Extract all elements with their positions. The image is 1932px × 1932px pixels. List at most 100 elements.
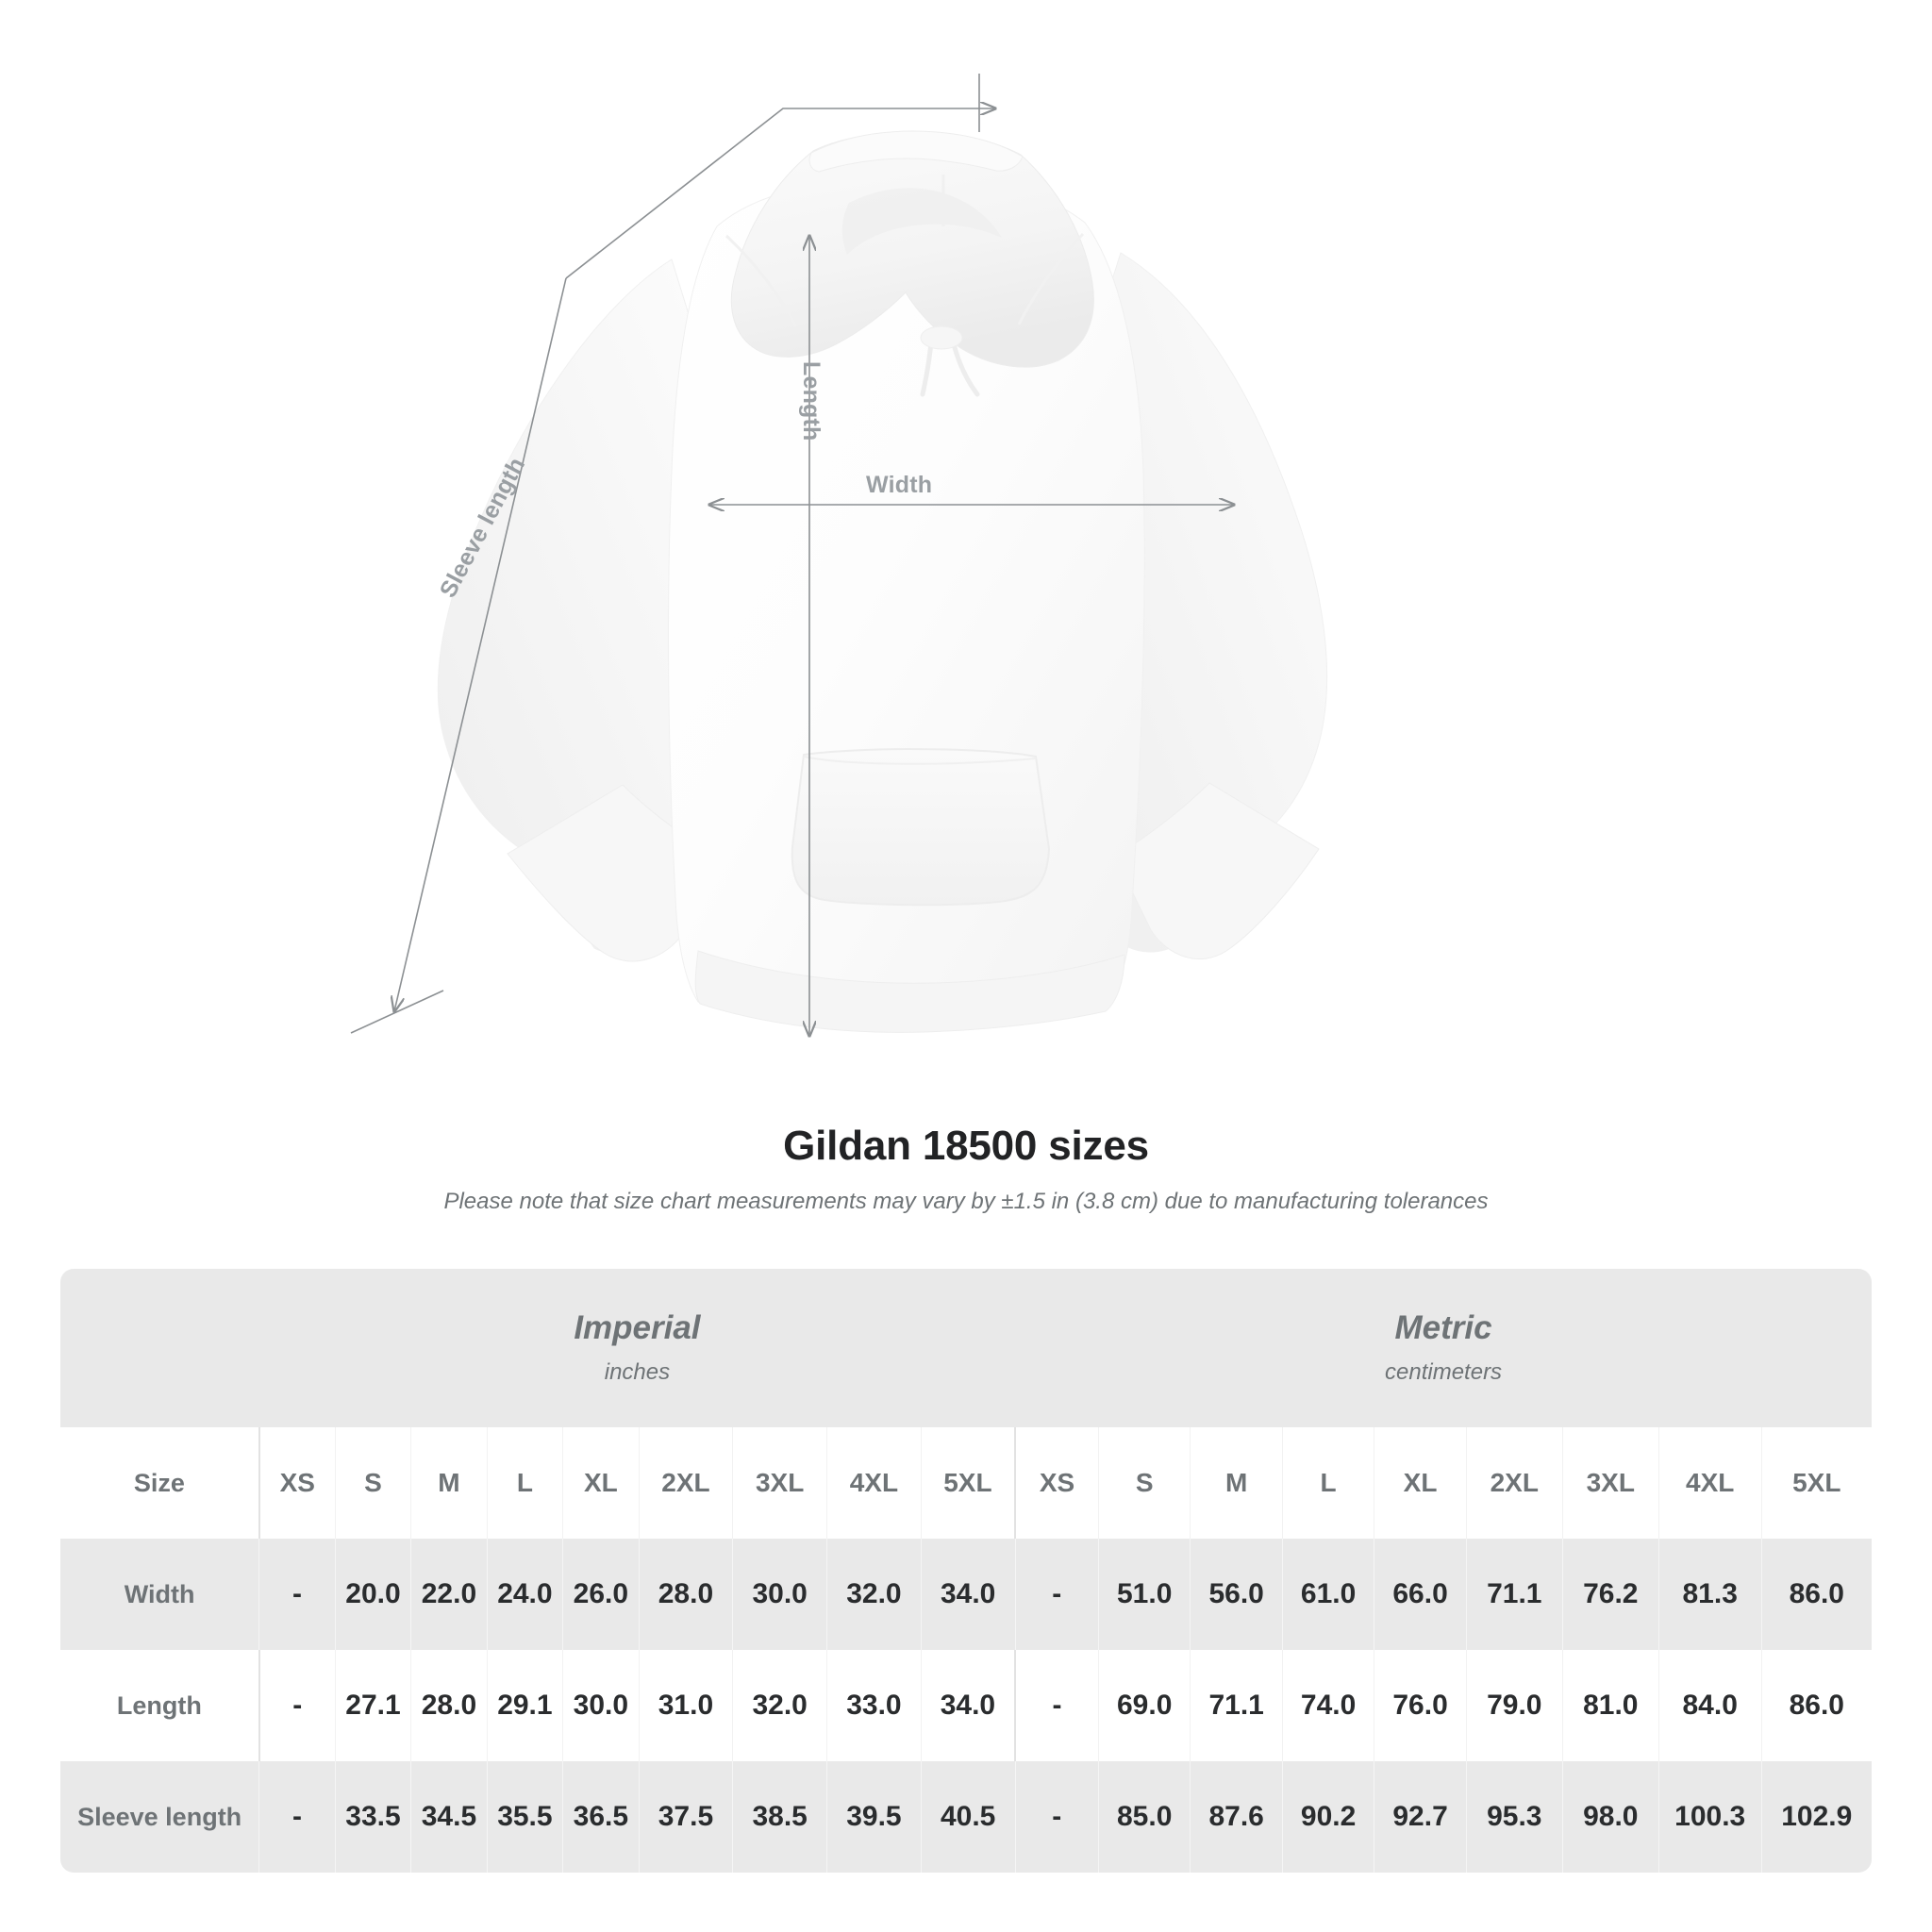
cell-width-metric-2xl: 71.1	[1465, 1539, 1563, 1650]
right-shoulder-seam	[1017, 232, 1085, 325]
cell-length-metric-2xl: 79.0	[1465, 1650, 1563, 1761]
cell-width-metric-xs: -	[1014, 1539, 1099, 1650]
diagram-svg	[350, 74, 1328, 1113]
cell-sleeve-imperial-s: 33.5	[334, 1761, 411, 1873]
top-leader-line	[565, 74, 995, 279]
col-header-metric-xs: XS	[1014, 1427, 1099, 1539]
cell-width-imperial-2xl: 28.0	[638, 1539, 733, 1650]
unit-group-imperial: Imperial inches	[258, 1269, 1016, 1427]
right-cuff	[1114, 782, 1320, 959]
cell-sleeve-metric-l: 90.2	[1281, 1761, 1374, 1873]
cell-width-metric-xl: 66.0	[1374, 1539, 1467, 1650]
col-header-imperial-l: L	[486, 1427, 563, 1539]
cell-sleeve-metric-xs: -	[1014, 1761, 1099, 1873]
cell-length-metric-3xl: 81.0	[1561, 1650, 1659, 1761]
cell-length-metric-s: 69.0	[1097, 1650, 1191, 1761]
col-header-imperial-m: M	[410, 1427, 488, 1539]
page-title: Gildan 18500 sizes	[783, 1123, 1149, 1169]
cell-sleeve-metric-2xl: 95.3	[1465, 1761, 1563, 1873]
col-header-metric-4xl: 4XL	[1657, 1427, 1762, 1539]
cell-sleeve-metric-s: 85.0	[1097, 1761, 1191, 1873]
cell-sleeve-imperial-2xl: 37.5	[638, 1761, 733, 1873]
size-header-row: Size XS S M L XL 2XL 3XL 4XL 5XL XS S M …	[60, 1427, 1872, 1539]
measurement-guides	[350, 74, 1234, 1036]
cell-width-imperial-3xl: 30.0	[732, 1539, 827, 1650]
cell-sleeve-imperial-4xl: 39.5	[826, 1761, 922, 1873]
cell-sleeve-imperial-3xl: 38.5	[732, 1761, 827, 1873]
hood-band	[808, 130, 1024, 173]
cell-length-metric-5xl: 86.0	[1760, 1650, 1872, 1761]
unit-group-imperial-name: Imperial	[574, 1308, 701, 1346]
col-header-imperial-xs: XS	[258, 1427, 336, 1539]
cell-width-imperial-m: 22.0	[410, 1539, 488, 1650]
unit-banner-corner	[60, 1269, 259, 1427]
cell-sleeve-imperial-xs: -	[258, 1761, 336, 1873]
col-header-imperial-xl: XL	[562, 1427, 640, 1539]
cell-width-metric-s: 51.0	[1097, 1539, 1191, 1650]
cell-sleeve-metric-4xl: 100.3	[1657, 1761, 1762, 1873]
col-header-metric-xl: XL	[1374, 1427, 1467, 1539]
unit-group-metric-unit: centimeters	[1385, 1358, 1503, 1385]
col-header-metric-m: M	[1190, 1427, 1283, 1539]
cell-width-metric-3xl: 76.2	[1561, 1539, 1659, 1650]
col-header-metric-s: S	[1097, 1427, 1191, 1539]
drawstring-knot	[920, 325, 963, 350]
pocket-top-seam	[803, 756, 1037, 765]
cell-length-imperial-xl: 30.0	[562, 1650, 640, 1761]
col-header-imperial-4xl: 4XL	[826, 1427, 922, 1539]
cell-width-metric-4xl: 81.3	[1657, 1539, 1762, 1650]
title-block: Gildan 18500 sizes Please note that size…	[0, 1123, 1932, 1215]
cell-sleeve-metric-3xl: 98.0	[1561, 1761, 1659, 1873]
cell-width-imperial-xl: 26.0	[562, 1539, 640, 1650]
kangaroo-pocket	[791, 747, 1051, 907]
size-table-container: Imperial inches Metric centimeters Size …	[60, 1269, 1872, 1873]
cell-length-metric-xs: -	[1014, 1650, 1099, 1761]
cell-length-metric-xl: 76.0	[1374, 1650, 1467, 1761]
unit-group-metric: Metric centimeters	[1015, 1269, 1872, 1427]
col-header-imperial-2xl: 2XL	[638, 1427, 733, 1539]
hoodie-illustration	[437, 130, 1328, 1033]
cell-sleeve-imperial-5xl: 40.5	[920, 1761, 1016, 1873]
col-header-metric-5xl: 5XL	[1760, 1427, 1872, 1539]
cell-width-metric-l: 61.0	[1281, 1539, 1374, 1650]
col-header-imperial-s: S	[334, 1427, 411, 1539]
cell-sleeve-metric-5xl: 102.9	[1760, 1761, 1872, 1873]
unit-group-imperial-unit: inches	[604, 1358, 671, 1385]
left-shoulder-seam	[724, 234, 798, 327]
garment-diagram: Length Width Sleeve length	[350, 74, 1328, 1113]
unit-banner-row: Imperial inches Metric centimeters	[60, 1269, 1872, 1427]
cell-width-imperial-xs: -	[258, 1539, 336, 1650]
row-label-width: Width	[60, 1539, 259, 1650]
table-row-length: Length - 27.1 28.0 29.1 30.0 31.0 32.0 3…	[60, 1650, 1872, 1761]
cell-sleeve-imperial-m: 34.5	[410, 1761, 488, 1873]
size-table: Imperial inches Metric centimeters Size …	[60, 1269, 1872, 1873]
col-header-metric-2xl: 2XL	[1465, 1427, 1563, 1539]
cell-length-imperial-m: 28.0	[410, 1650, 488, 1761]
cell-width-imperial-l: 24.0	[486, 1539, 563, 1650]
col-header-metric-l: L	[1281, 1427, 1374, 1539]
sleeve-length-arrow	[350, 277, 567, 1034]
col-header-metric-3xl: 3XL	[1561, 1427, 1659, 1539]
cell-length-metric-4xl: 84.0	[1657, 1650, 1762, 1761]
table-row-sleeve-length: Sleeve length - 33.5 34.5 35.5 36.5 37.5…	[60, 1761, 1872, 1873]
cell-length-imperial-3xl: 32.0	[732, 1650, 827, 1761]
cell-sleeve-metric-m: 87.6	[1190, 1761, 1283, 1873]
table-row-width: Width - 20.0 22.0 24.0 26.0 28.0 30.0 32…	[60, 1539, 1872, 1650]
cell-length-imperial-2xl: 31.0	[638, 1650, 733, 1761]
cell-length-metric-l: 74.0	[1281, 1650, 1374, 1761]
cell-length-imperial-l: 29.1	[486, 1650, 563, 1761]
cell-length-metric-m: 71.1	[1190, 1650, 1283, 1761]
col-header-imperial-5xl: 5XL	[920, 1427, 1016, 1539]
cell-width-metric-m: 56.0	[1190, 1539, 1283, 1650]
page-subtitle: Please note that size chart measurements…	[443, 1189, 1489, 1214]
width-dimension-label: Width	[866, 472, 933, 498]
cell-sleeve-imperial-xl: 36.5	[562, 1761, 640, 1873]
cell-width-metric-5xl: 86.0	[1760, 1539, 1872, 1650]
cell-sleeve-metric-xl: 92.7	[1374, 1761, 1467, 1873]
cell-sleeve-imperial-l: 35.5	[486, 1761, 563, 1873]
row-label-sleeve-length: Sleeve length	[60, 1761, 259, 1873]
cell-width-imperial-4xl: 32.0	[826, 1539, 922, 1650]
hood-inner-shadow	[841, 188, 1002, 255]
row-label-length: Length	[60, 1650, 259, 1761]
